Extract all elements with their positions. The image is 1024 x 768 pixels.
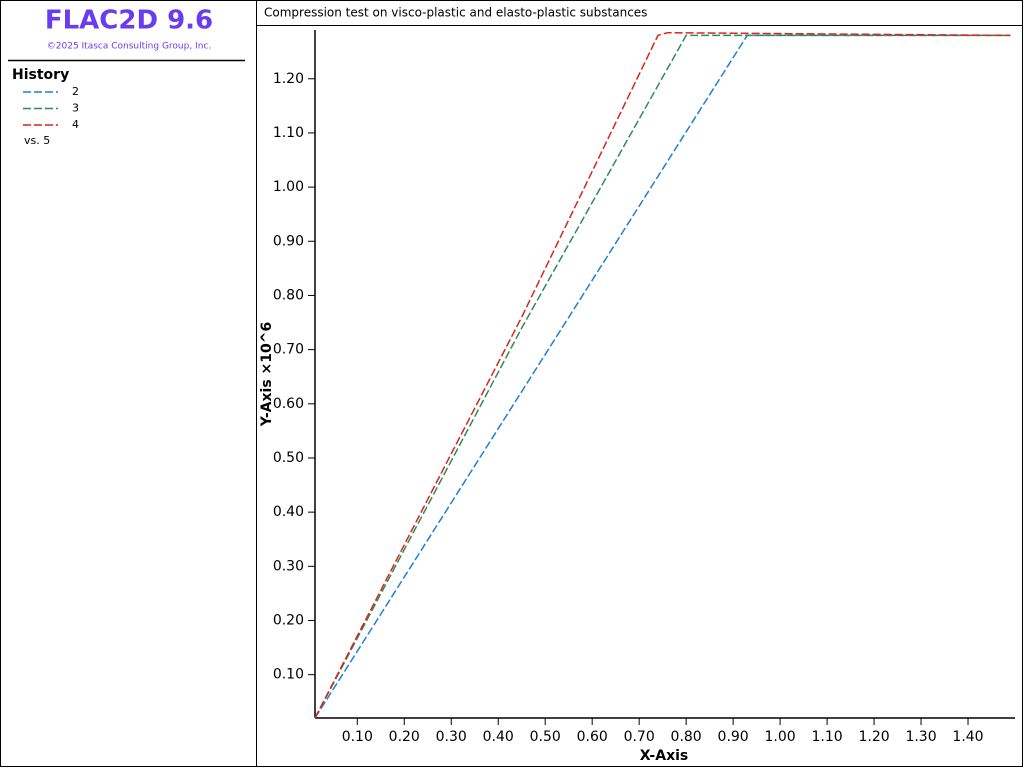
y-tick-label: 1.00 [273,179,304,195]
x-tick-label: 1.30 [905,729,936,745]
y-tick-label: 0.80 [273,287,304,303]
copyright: ©2025 Itasca Consulting Group, Inc. [47,42,211,52]
legend-label: 3 [72,102,79,115]
y-tick-label: 0.70 [273,342,304,358]
app-title: FLAC2D 9.6 [45,6,213,36]
x-tick-label: 0.80 [671,729,702,745]
y-axis-label: Y-Axis ×10^6 [259,322,275,427]
x-tick-label: 1.40 [952,729,983,745]
series-line [314,31,1011,719]
y-tick-label: 0.10 [273,667,304,683]
x-tick-label: 1.20 [858,729,889,745]
x-tick-label: 1.10 [811,729,842,745]
x-tick-label: 0.60 [577,729,608,745]
y-tick-label: 0.90 [273,233,304,249]
y-tick-label: 0.50 [273,450,304,466]
chart-title: Compression test on visco-plastic and el… [264,6,647,20]
x-tick-label: 0.10 [342,729,373,745]
legend-label: 2 [72,85,79,98]
legend: 2 3 4 [23,85,79,131]
y-tick-label: 0.30 [273,558,304,574]
y-tick-label: 0.20 [273,612,304,628]
x-axis-label: X-Axis [640,748,688,764]
x-tick-label: 0.30 [436,729,467,745]
series-line [314,34,1011,719]
x-tick-label: 1.00 [765,729,796,745]
legend-label: 4 [72,118,79,131]
y-tick-label: 1.20 [273,71,304,87]
legend-title: History [12,67,69,83]
x-tick-label: 0.40 [483,729,514,745]
y-tick-label: 0.40 [273,504,304,520]
x-tick-label: 0.50 [530,729,561,745]
y-tick-label: 0.60 [273,396,304,412]
legend-versus: vs. 5 [24,134,50,147]
y-tick-label: 1.10 [273,125,304,141]
x-tick-label: 0.90 [718,729,749,745]
x-tick-label: 0.70 [624,729,655,745]
x-tick-label: 0.20 [389,729,420,745]
